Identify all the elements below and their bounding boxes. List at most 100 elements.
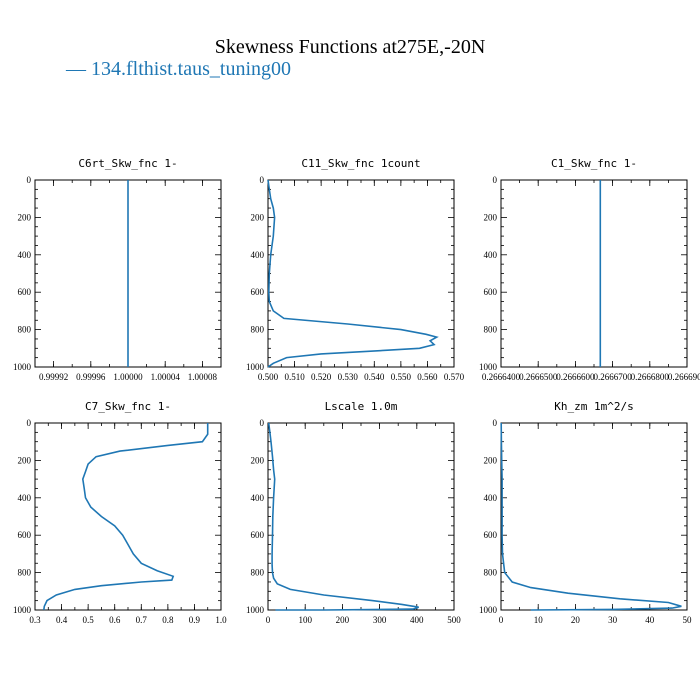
y-tick-label: 400 xyxy=(251,493,265,503)
y-tick-label: 400 xyxy=(484,250,498,260)
y-tick-label: 600 xyxy=(484,530,498,540)
x-tick-label: 0.530 xyxy=(338,372,359,382)
series-line xyxy=(267,422,419,611)
x-tick-label: 0.2666600 xyxy=(556,372,595,382)
y-tick-label: 1000 xyxy=(246,605,265,615)
x-tick-label: 0.2666800 xyxy=(631,372,670,382)
x-tick-label: 1.00008 xyxy=(188,372,218,382)
y-tick-label: 200 xyxy=(484,455,498,465)
plot-frame xyxy=(34,422,222,611)
y-tick-label: 600 xyxy=(484,287,498,297)
x-tick-label: 30 xyxy=(608,615,618,625)
series-line xyxy=(500,422,682,611)
x-tick-label: 0.5 xyxy=(83,615,95,625)
x-tick-label: 0.9 xyxy=(189,615,201,625)
y-tick-label: 800 xyxy=(484,568,498,578)
x-tick-label: 0.540 xyxy=(364,372,385,382)
x-tick-label: 0.4 xyxy=(56,615,68,625)
x-tick-label: 0.3 xyxy=(29,615,41,625)
x-tick-label: 50 xyxy=(683,615,693,625)
x-tick-label: 0.7 xyxy=(136,615,148,625)
y-tick-label: 200 xyxy=(18,212,32,222)
y-tick-label: 600 xyxy=(18,530,32,540)
plot-frame xyxy=(500,179,688,368)
y-tick-label: 600 xyxy=(251,287,265,297)
x-tick-label: 10 xyxy=(534,615,544,625)
y-tick-label: 800 xyxy=(484,325,498,335)
x-tick-label: 300 xyxy=(373,615,387,625)
subplot-title: C6rt_Skw_fnc 1- xyxy=(78,157,177,170)
plot-frame xyxy=(267,422,455,611)
subplot-c6rt-skw-fnc: C6rt_Skw_fnc 1- 0 200 400 600 800 1000 0.99992 0… xyxy=(13,157,222,382)
x-tick-label: 0.99992 xyxy=(39,372,68,382)
y-tick-label: 1000 xyxy=(479,605,498,615)
x-tick-label: 0.500 xyxy=(258,372,279,382)
series-line xyxy=(43,423,209,611)
y-tick-label: 0 xyxy=(27,175,32,185)
plot-frame xyxy=(267,179,455,368)
y-tick-label: 400 xyxy=(251,250,265,260)
x-tick-label: 0 xyxy=(266,615,271,625)
x-tick-label: 1.0 xyxy=(215,615,227,625)
x-tick-label: 0.8 xyxy=(162,615,174,625)
y-tick-label: 0 xyxy=(260,175,265,185)
y-tick-label: 200 xyxy=(484,212,498,222)
y-tick-label: 400 xyxy=(18,250,32,260)
y-tick-label: 800 xyxy=(18,568,32,578)
x-tick-label: 0.6 xyxy=(109,615,121,625)
legend-line-icon: — xyxy=(66,58,86,80)
subplot-title: Kh_zm 1m^2/s xyxy=(554,400,633,413)
y-tick-label: 1000 xyxy=(479,362,498,372)
legend-label: 134.flthist.taus_tuning00 xyxy=(91,58,291,80)
plot-frame xyxy=(500,422,688,611)
x-tick-label: 200 xyxy=(336,615,350,625)
x-tick-label: 0.99996 xyxy=(76,372,106,382)
x-tick-label: 20 xyxy=(571,615,581,625)
x-tick-label: 500 xyxy=(447,615,461,625)
x-tick-label: 0.560 xyxy=(417,372,438,382)
x-tick-label: 1.00004 xyxy=(151,372,181,382)
y-tick-label: 0 xyxy=(260,418,265,428)
y-tick-label: 800 xyxy=(18,325,32,335)
x-tick-label: 1.00000 xyxy=(113,372,143,382)
y-tick-label: 0 xyxy=(493,418,498,428)
legend-entry: — 134.flthist.taus_tuning00 xyxy=(66,58,291,81)
subplot-title: C11_Skw_fnc 1count xyxy=(301,157,420,170)
x-tick-label: 0.550 xyxy=(391,372,412,382)
x-tick-label: 0 xyxy=(499,615,504,625)
y-tick-label: 400 xyxy=(18,493,32,503)
y-tick-label: 800 xyxy=(251,568,265,578)
subplot-c11-skw-fnc: C11_Skw_fnc 1count 0 200 400 600 800 10000.500… xyxy=(246,157,465,382)
y-tick-label: 800 xyxy=(251,325,265,335)
y-tick-label: 200 xyxy=(18,455,32,465)
y-tick-label: 600 xyxy=(251,530,265,540)
y-tick-label: 1000 xyxy=(13,362,32,372)
figure-title: Skewness Functions at275E,-20N xyxy=(214,36,486,58)
subplot-title: C1_Skw_fnc 1- xyxy=(551,157,637,170)
series-line xyxy=(267,179,439,368)
subplot-title: Lscale 1.0m xyxy=(325,400,398,413)
x-tick-label: 40 xyxy=(645,615,655,625)
y-tick-label: 200 xyxy=(251,455,265,465)
x-tick-label: 100 xyxy=(298,615,312,625)
x-tick-label: 0.2666900 xyxy=(668,372,700,382)
x-tick-label: 0.2666400 xyxy=(482,372,521,382)
y-tick-label: 600 xyxy=(18,287,32,297)
x-tick-label: 0.2666700 xyxy=(593,372,632,382)
x-tick-label: 0.570 xyxy=(444,372,465,382)
y-tick-label: 0 xyxy=(493,175,498,185)
y-tick-label: 1000 xyxy=(13,605,32,615)
subplot-c1-skw-fnc: C1_Skw_fnc 1-020040060080010000.26664000… xyxy=(479,157,700,382)
x-tick-label: 0.2666500 xyxy=(519,372,558,382)
y-tick-label: 0 xyxy=(27,418,32,428)
x-tick-label: 0.520 xyxy=(311,372,332,382)
x-tick-label: 0.510 xyxy=(284,372,305,382)
y-tick-label: 1000 xyxy=(246,362,265,372)
y-tick-label: 200 xyxy=(251,212,265,222)
subplot-title: C7_Skw_fnc 1- xyxy=(85,400,171,413)
x-tick-label: 400 xyxy=(410,615,424,625)
